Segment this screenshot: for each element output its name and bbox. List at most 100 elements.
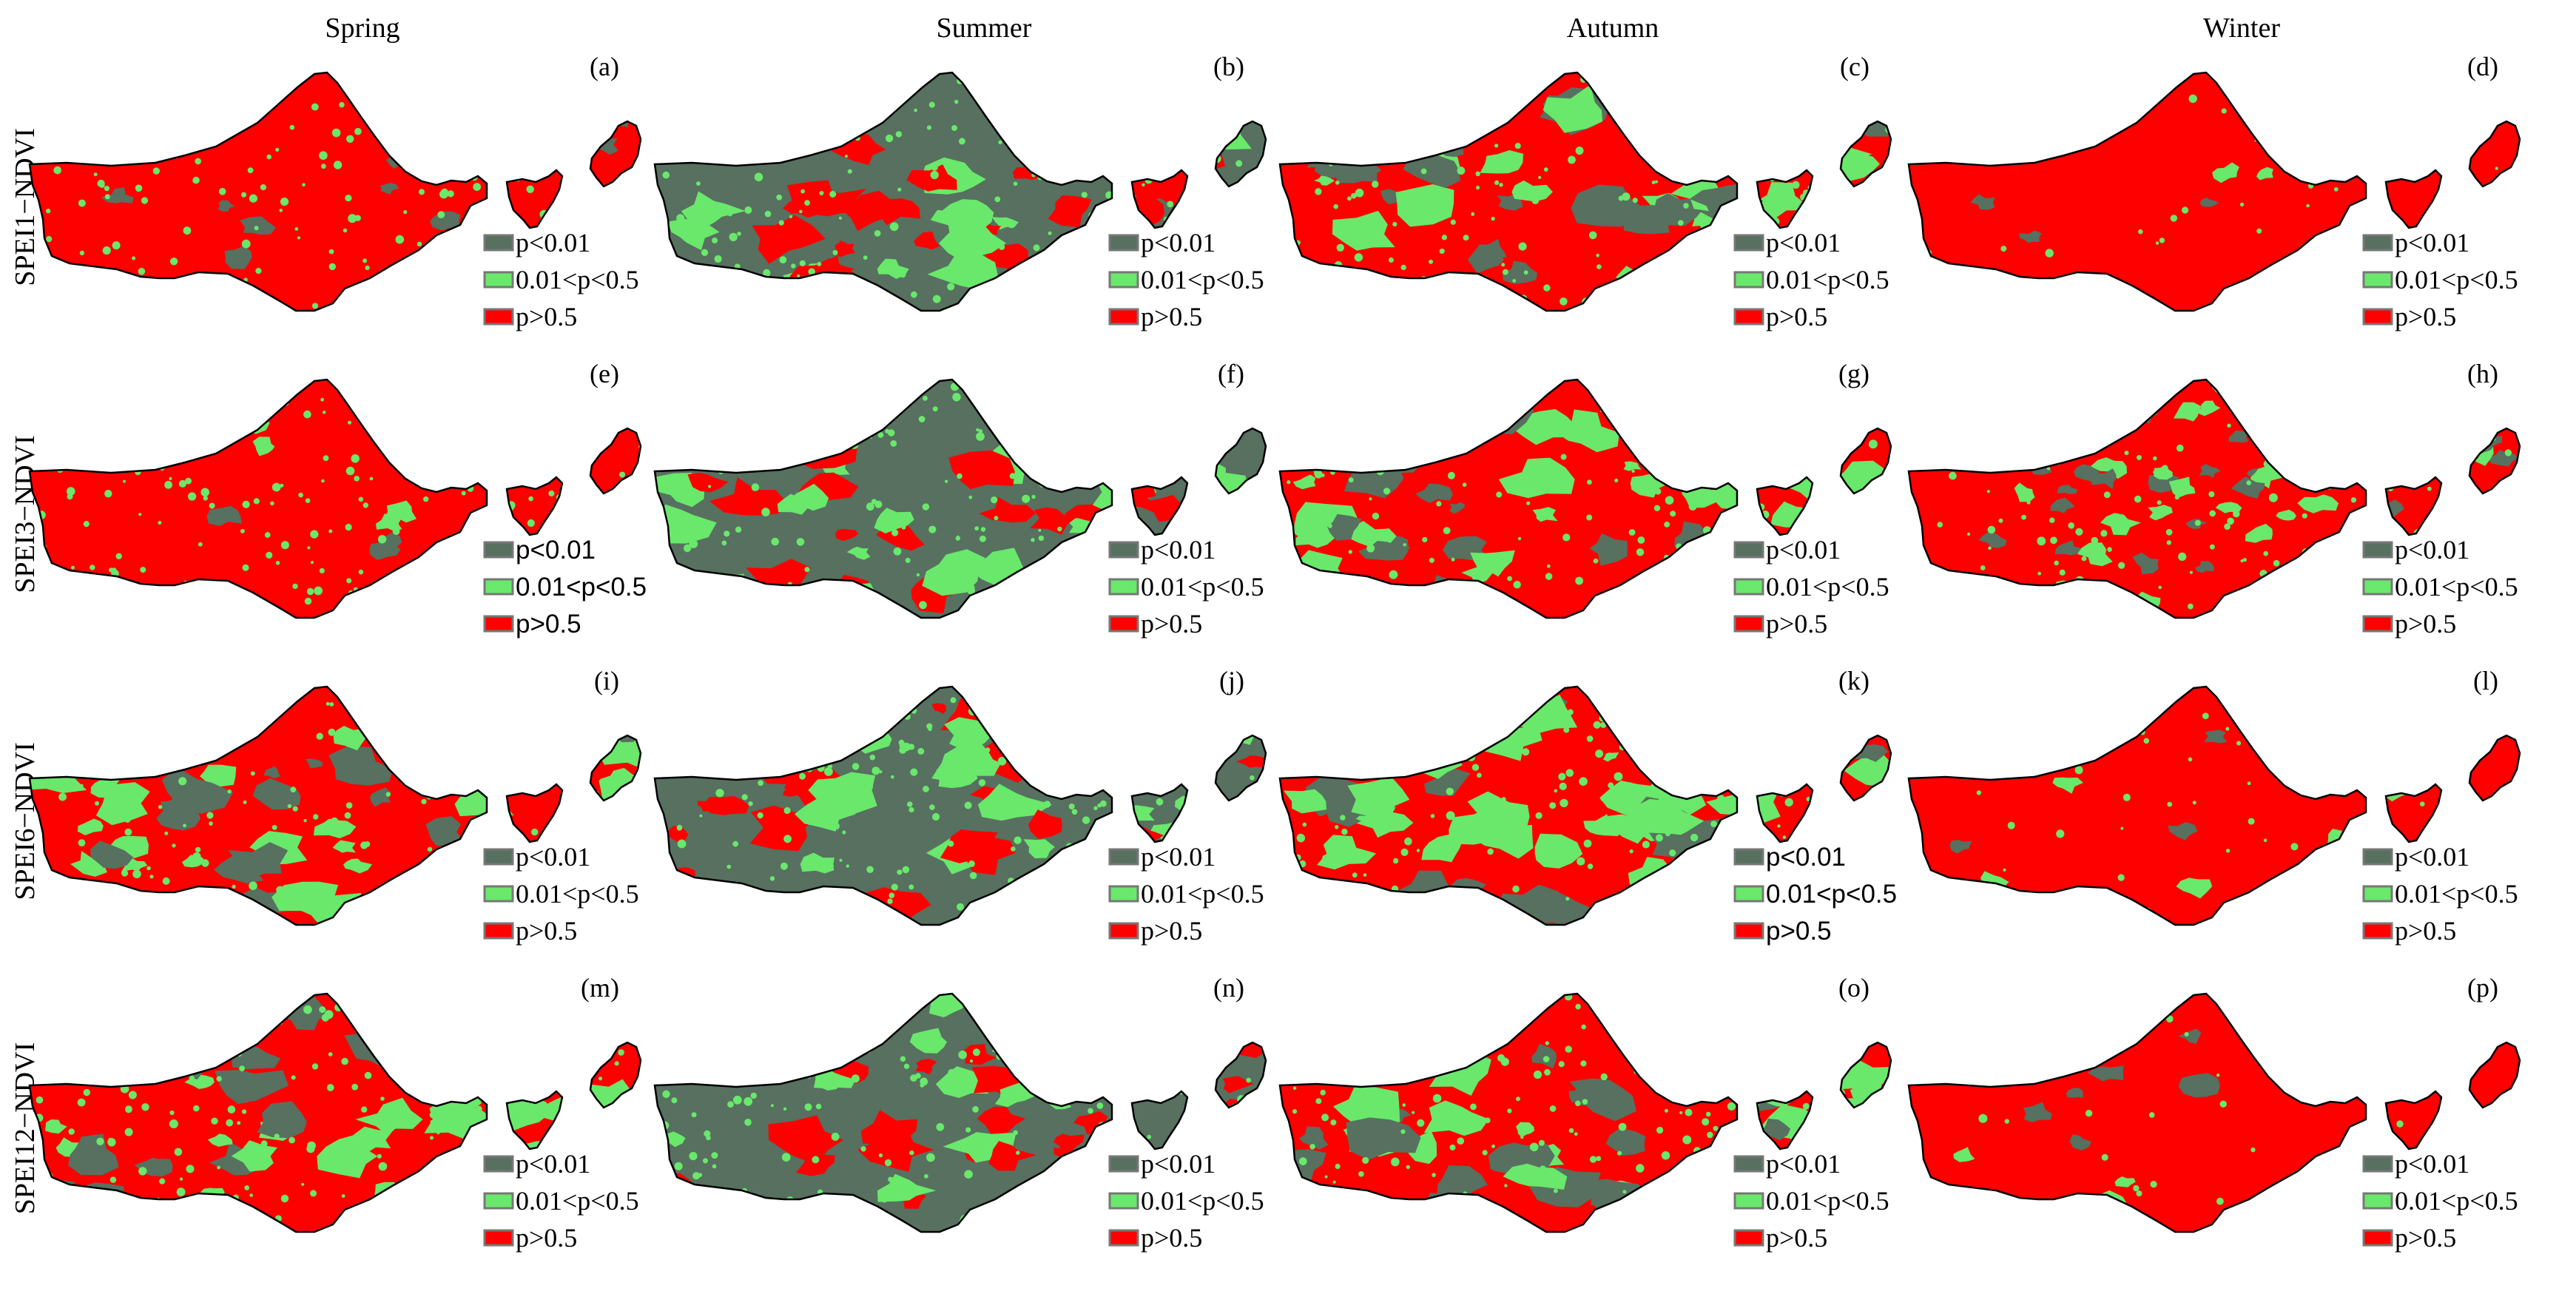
- legend-swatch: [483, 848, 514, 866]
- mid-region-outline: [1130, 169, 1189, 229]
- panel-label: (a): [590, 52, 619, 81]
- main-region-outline: [1907, 685, 2367, 926]
- legend-label: 0.01<p<0.5: [1141, 1186, 1264, 1216]
- mid-region-outline: [1130, 783, 1189, 843]
- map-panel-l: (l) p<0.01 0.01<p<0.5 p>0.5: [1907, 666, 2521, 946]
- map-panel-o: (o) p<0.01 0.01<p<0.5 p>0.5: [1278, 973, 1892, 1253]
- legend-swatch: [2362, 922, 2393, 940]
- panel-label: (o): [1838, 973, 1869, 1003]
- legend-label: 0.01<p<0.5: [2395, 879, 2518, 909]
- legend-label: p>0.5: [516, 916, 577, 946]
- map-panel-n: (n) p<0.01 0.01<p<0.5 p>0.5: [653, 973, 1267, 1253]
- map-panel-h: (h) p<0.01 0.01<p<0.5 p>0.5: [1907, 359, 2521, 639]
- legend-swatch: [1733, 885, 1764, 903]
- mid-region-outline: [1756, 169, 1814, 229]
- legend-swatch: [1108, 271, 1139, 289]
- east-region-outline: [1839, 734, 1892, 802]
- map-panel-e: (e) p<0.01 0.01<p<0.5 p>0.5: [28, 359, 647, 639]
- panel-label: (d): [2467, 52, 2498, 81]
- legend-swatch: [1733, 615, 1764, 633]
- legend-swatch: [1108, 308, 1139, 326]
- legend-swatch: [2362, 615, 2393, 633]
- mid-region-outline: [505, 476, 564, 536]
- legend: p<0.01 0.01<p<0.5 p>0.5: [483, 536, 647, 639]
- legend-swatch: [2362, 308, 2393, 326]
- legend-label: 0.01<p<0.5: [2395, 265, 2518, 294]
- east-region-outline: [589, 427, 642, 495]
- legend-swatch: [1108, 541, 1139, 559]
- east-region-outline: [1214, 1041, 1267, 1109]
- map-panel-i: (i) p<0.01 0.01<p<0.5 p>0.5: [28, 666, 642, 946]
- legend-swatch: [2362, 271, 2393, 289]
- legend-label: p>0.5: [516, 1223, 577, 1253]
- legend-label: 0.01<p<0.5: [1766, 265, 1889, 294]
- legend: p<0.01 0.01<p<0.5 p>0.5: [483, 1149, 639, 1253]
- legend-label: 0.01<p<0.5: [2395, 572, 2518, 602]
- legend: p<0.01 0.01<p<0.5 p>0.5: [1733, 843, 1897, 946]
- legend-swatch: [483, 1229, 514, 1247]
- map-panel-f: (f) p<0.01 0.01<p<0.5 p>0.5: [653, 359, 1267, 639]
- mid-region-outline: [2384, 1090, 2443, 1151]
- east-region-outline: [589, 734, 642, 802]
- legend-label: 0.01<p<0.5: [1141, 265, 1264, 294]
- mid-region-outline: [2384, 783, 2443, 843]
- east-region-outline: [1839, 120, 1892, 188]
- legend-label: 0.01<p<0.5: [1141, 879, 1264, 909]
- mid-region-outline: [2384, 169, 2443, 229]
- east-region-outline: [1839, 427, 1892, 495]
- panel-label: (k): [1838, 666, 1869, 695]
- east-region-outline: [1214, 120, 1267, 188]
- legend-swatch: [1733, 271, 1764, 289]
- legend-label: 0.01<p<0.5: [516, 1186, 639, 1216]
- legend-label: p>0.5: [2395, 916, 2456, 946]
- main-region-outline: [653, 992, 1113, 1233]
- panel-label: (e): [590, 359, 619, 388]
- main-region-outline: [653, 685, 1113, 926]
- legend-swatch: [2362, 885, 2393, 903]
- legend-swatch: [1733, 848, 1764, 866]
- legend-label: p>0.5: [1141, 916, 1202, 946]
- legend-label: p<0.01: [516, 228, 590, 257]
- legend-swatch: [1733, 1192, 1764, 1210]
- legend-swatch: [2362, 848, 2393, 866]
- legend-label: p>0.5: [1766, 609, 1827, 639]
- map-panel-k: (k) p<0.01 0.01<p<0.5 p>0.5: [1278, 666, 1897, 946]
- legend-label: 0.01<p<0.5: [1766, 880, 1897, 909]
- map-panel-g: (g) p<0.01 0.01<p<0.5 p>0.5: [1278, 359, 1892, 639]
- east-region-outline: [1214, 734, 1267, 802]
- main-region-outline: [28, 71, 488, 312]
- map-panel-m: (m) p<0.01 0.01<p<0.5 p>0.5: [28, 973, 642, 1253]
- legend-swatch: [483, 615, 514, 633]
- panel-label: (c): [1840, 52, 1869, 81]
- legend-label: p<0.01: [1766, 843, 1846, 872]
- legend-swatch: [1108, 578, 1139, 596]
- panel-label: (n): [1213, 973, 1244, 1003]
- main-region-outline: [653, 71, 1113, 312]
- legend-swatch: [483, 234, 514, 252]
- panel-label: (f): [1218, 359, 1244, 388]
- panel-label: (l): [2473, 666, 2498, 695]
- legend-swatch: [2362, 541, 2393, 559]
- legend-label: p>0.5: [1141, 302, 1202, 331]
- legend-swatch: [483, 578, 514, 596]
- legend-label: p<0.01: [1141, 535, 1215, 565]
- legend-swatch: [2362, 234, 2393, 252]
- legend-label: 0.01<p<0.5: [2395, 1186, 2518, 1216]
- map-panel-b: (b) p<0.01 0.01<p<0.5 p>0.5: [653, 52, 1267, 331]
- mid-region-outline: [505, 169, 564, 229]
- legend: p<0.01 0.01<p<0.5 p>0.5: [2362, 842, 2518, 946]
- legend-label: 0.01<p<0.5: [1141, 572, 1264, 602]
- legend-swatch: [1108, 848, 1139, 866]
- legend-label: p>0.5: [1141, 609, 1202, 639]
- legend-label: p<0.01: [2395, 535, 2469, 565]
- season-header-summer: Summer: [937, 13, 1032, 44]
- legend-label: p>0.5: [2395, 302, 2456, 331]
- legend-swatch: [1108, 1229, 1139, 1247]
- legend-swatch: [1108, 234, 1139, 252]
- panel-label: (m): [581, 973, 619, 1003]
- legend-swatch: [483, 541, 514, 559]
- legend-swatch: [1108, 922, 1139, 940]
- map-panel-d: (d) p<0.01 0.01<p<0.5 p>0.5: [1907, 52, 2521, 331]
- main-region-outline: [28, 378, 488, 619]
- legend-label: p>0.5: [1766, 1223, 1827, 1253]
